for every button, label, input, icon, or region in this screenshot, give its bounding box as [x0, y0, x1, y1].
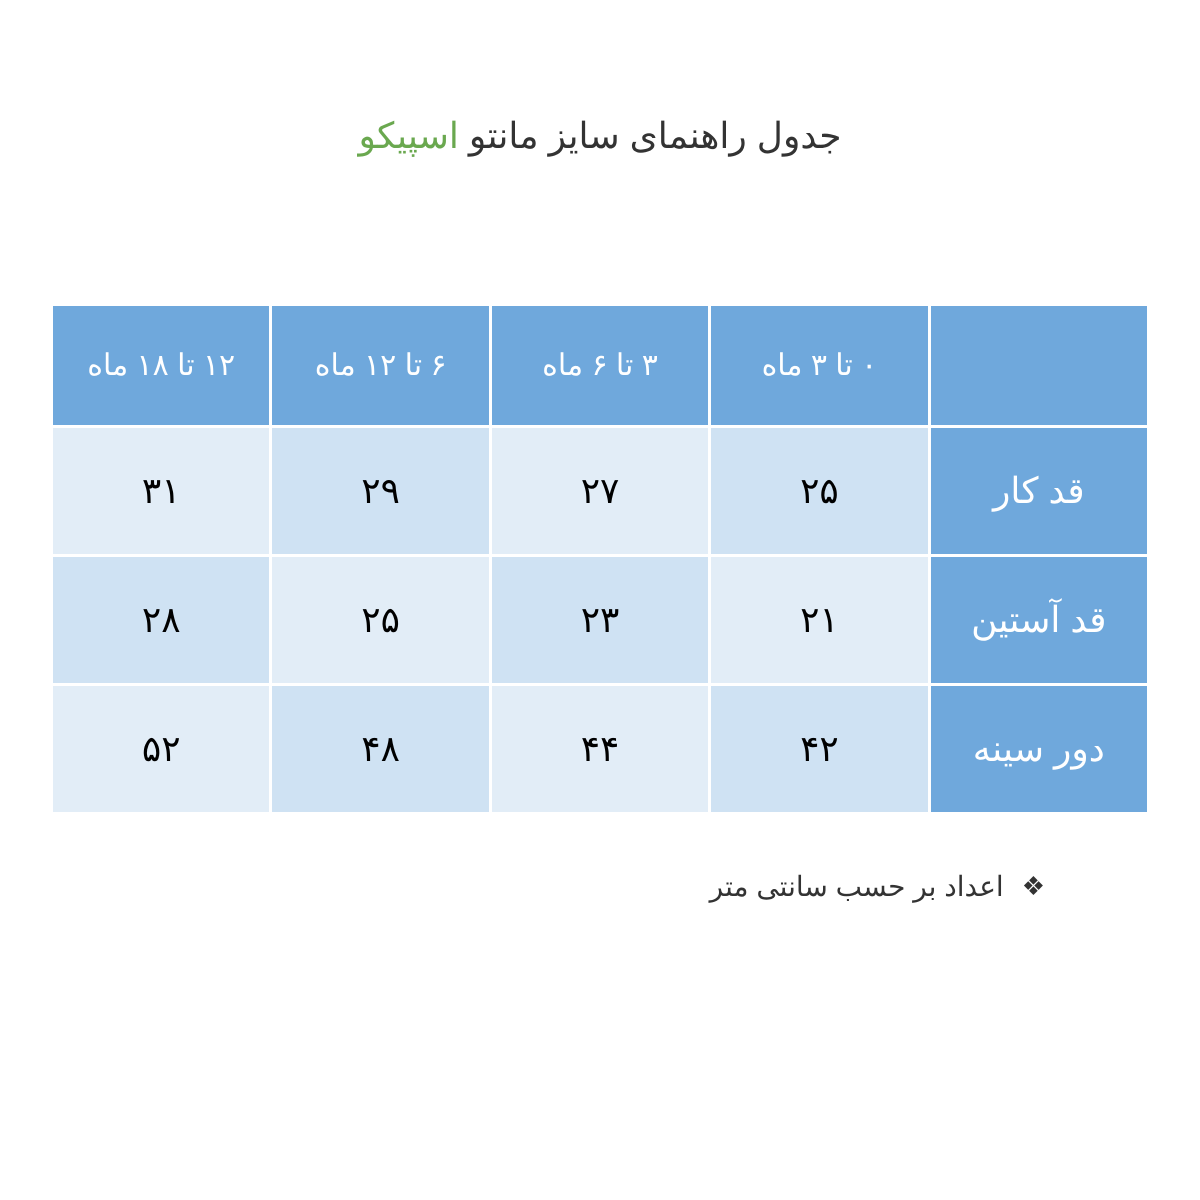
header-cell-age3: ۶ تا ۱۲ ماه: [271, 305, 490, 427]
size-table: ۰ تا ۳ ماه ۳ تا ۶ ماه ۶ تا ۱۲ ماه ۱۲ تا …: [50, 303, 1150, 815]
data-cell: ۴۸: [271, 685, 490, 814]
header-cell-age1: ۰ تا ۳ ماه: [710, 305, 929, 427]
row-label: قد کار: [929, 427, 1148, 556]
data-cell: ۲۷: [490, 427, 709, 556]
row-label: دور سینه: [929, 685, 1148, 814]
header-cell-age4: ۱۲ تا ۱۸ ماه: [52, 305, 271, 427]
size-table-body: قد کار۲۵۲۷۲۹۳۱قد آستین۲۱۲۳۲۵۲۸دور سینه۴۲…: [52, 427, 1149, 814]
data-cell: ۳۱: [52, 427, 271, 556]
data-cell: ۲۵: [271, 556, 490, 685]
data-cell: ۴۴: [490, 685, 709, 814]
footnote-text: اعداد بر حسب سانتی متر: [710, 870, 1004, 903]
data-cell: ۲۱: [710, 556, 929, 685]
table-row: دور سینه۴۲۴۴۴۸۵۲: [52, 685, 1149, 814]
table-header-row: ۰ تا ۳ ماه ۳ تا ۶ ماه ۶ تا ۱۲ ماه ۱۲ تا …: [52, 305, 1149, 427]
header-cell-age2: ۳ تا ۶ ماه: [490, 305, 709, 427]
diamond-icon: ❖: [1022, 871, 1045, 902]
table-row: قد کار۲۵۲۷۲۹۳۱: [52, 427, 1149, 556]
header-cell-blank: [929, 305, 1148, 427]
data-cell: ۲۸: [52, 556, 271, 685]
data-cell: ۲۳: [490, 556, 709, 685]
data-cell: ۲۵: [710, 427, 929, 556]
page-title: جدول راهنمای سایز مانتو اسپیکو: [0, 115, 1200, 157]
footnote: ❖ اعداد بر حسب سانتی متر: [710, 870, 1045, 903]
size-table-container: ۰ تا ۳ ماه ۳ تا ۶ ماه ۶ تا ۱۲ ماه ۱۲ تا …: [50, 303, 1150, 815]
row-label: قد آستین: [929, 556, 1148, 685]
data-cell: ۵۲: [52, 685, 271, 814]
data-cell: ۲۹: [271, 427, 490, 556]
data-cell: ۴۲: [710, 685, 929, 814]
title-main-text: جدول راهنمای سایز مانتو: [459, 115, 842, 156]
table-row: قد آستین۲۱۲۳۲۵۲۸: [52, 556, 1149, 685]
title-brand-text: اسپیکو: [358, 115, 458, 156]
